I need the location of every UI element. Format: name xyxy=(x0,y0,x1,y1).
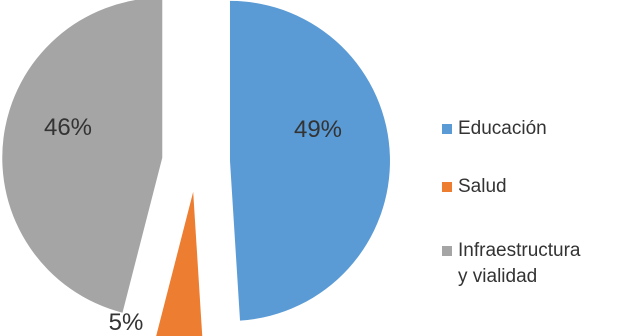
pie-slice-infraestructura xyxy=(2,0,163,313)
data-label-salud: 5% xyxy=(109,309,144,336)
legend-item-salud: Salud xyxy=(442,174,507,200)
pie-data-labels: 49% 5% 46% xyxy=(44,114,342,336)
legend-swatch-infraestructura xyxy=(442,246,452,256)
legend-item-infraestructura: Infraestructura y vialidad xyxy=(442,238,581,290)
pie-slice-salud xyxy=(156,191,203,336)
legend-label-infraestructura: Infraestructura y vialidad xyxy=(458,240,581,287)
data-label-infraestructura: 46% xyxy=(44,114,92,141)
legend-item-educacion: Educación xyxy=(442,116,547,142)
legend-label-salud: Salud xyxy=(458,176,507,197)
legend-label-educacion: Educación xyxy=(458,118,547,139)
data-label-educacion: 49% xyxy=(294,116,342,143)
legend-swatch-educacion xyxy=(442,124,452,134)
legend-swatch-salud xyxy=(442,182,452,192)
pie-slices xyxy=(2,0,390,336)
pie-slice-educacion xyxy=(229,0,390,321)
